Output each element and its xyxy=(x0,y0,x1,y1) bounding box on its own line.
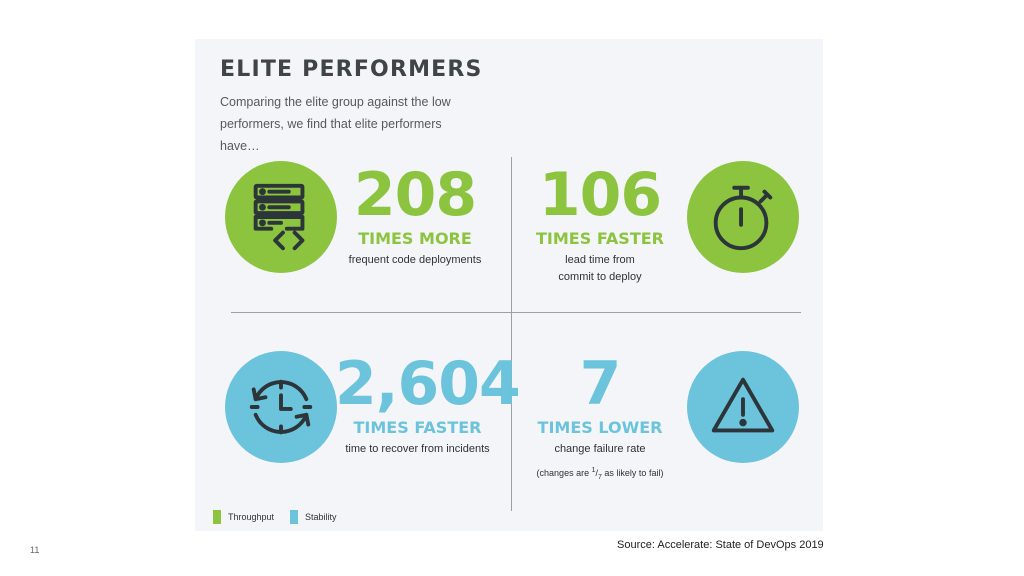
stat-lead-time: 106 TIMES FASTER lead time from commit t… xyxy=(530,163,670,286)
legend: Throughput Stability xyxy=(213,510,353,524)
page-title: ELITE PERFORMERS xyxy=(220,57,483,82)
stat-description: time to recover from incidents xyxy=(345,443,490,455)
stat-unit: TIMES MORE xyxy=(358,229,472,248)
stat-number: 2,604 xyxy=(335,349,521,419)
stat-note: (changes are 1/7 as likely to fail) xyxy=(536,467,664,481)
server-code-icon xyxy=(225,161,337,273)
stat-unit: TIMES LOWER xyxy=(537,418,663,437)
infographic-panel: ELITE PERFORMERS Comparing the elite gro… xyxy=(195,39,823,531)
stat-unit: TIMES FASTER xyxy=(536,229,664,248)
legend-item-stability: Stability xyxy=(290,510,337,524)
stat-description: frequent code deployments xyxy=(348,254,482,266)
legend-swatch xyxy=(213,510,221,524)
horizontal-divider xyxy=(231,312,801,313)
page-number: 11 xyxy=(30,545,40,555)
stat-number: 208 xyxy=(353,160,477,230)
stat-unit: TIMES FASTER xyxy=(353,418,482,437)
stat-change-failure-rate: 7 TIMES LOWER change failure rate (chang… xyxy=(530,352,670,485)
stat-description: change failure rate xyxy=(554,443,646,455)
stat-number: 7 xyxy=(579,349,622,419)
warning-icon xyxy=(687,351,799,463)
legend-swatch xyxy=(290,510,299,524)
legend-label: Stability xyxy=(305,512,337,522)
legend-item-throughput: Throughput xyxy=(213,510,274,524)
source-citation: Source: Accelerate: State of DevOps 2019 xyxy=(617,539,824,551)
stat-number: 106 xyxy=(538,160,662,230)
stat-description: lead time from commit to deploy xyxy=(558,254,642,283)
subtitle: Comparing the elite group against the lo… xyxy=(220,95,451,153)
stopwatch-icon xyxy=(687,161,799,273)
vertical-divider xyxy=(511,157,512,511)
clock-recovery-icon xyxy=(225,351,337,463)
stat-recovery-time: 2,604 TIMES FASTER time to recover from … xyxy=(335,349,521,458)
stat-deployment-frequency: 208 TIMES MORE frequent code deployments xyxy=(335,163,495,269)
legend-label: Throughput xyxy=(228,512,275,522)
